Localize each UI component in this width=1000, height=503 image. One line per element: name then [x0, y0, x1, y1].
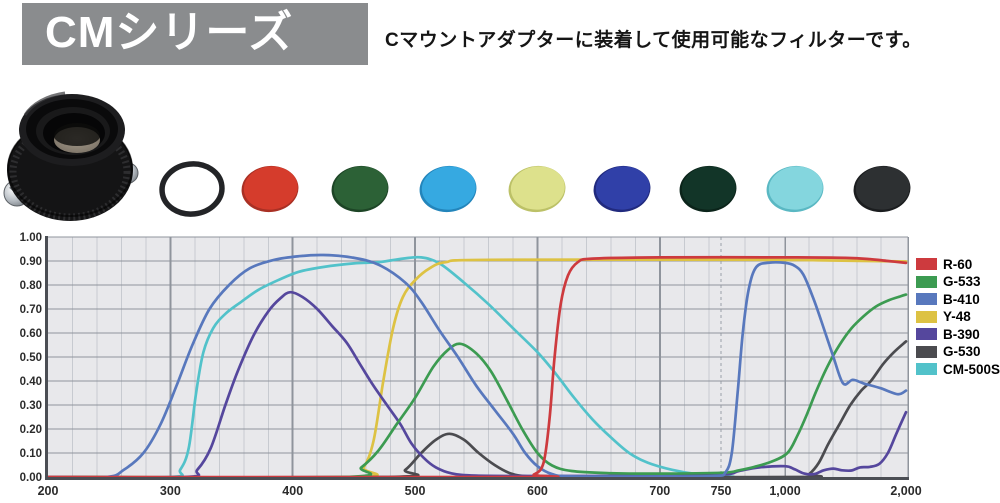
series-curve-R-60	[46, 255, 908, 479]
y-tick-label: 0.10	[20, 448, 42, 460]
series-curve-CM-500S	[46, 255, 736, 479]
legend-swatch-icon	[916, 328, 937, 341]
x-tick-label: 750	[711, 484, 732, 498]
y-tick-label: 0.20	[20, 424, 42, 436]
y-tick-label: 0.60	[20, 328, 42, 340]
filter-disc-blue-filter	[593, 165, 651, 213]
legend-label: G-533	[943, 274, 981, 289]
y-tick-label: 0.00	[20, 472, 42, 484]
legend-item-Y-48: Y-48	[916, 309, 1000, 324]
y-tick-label: 0.90	[20, 256, 42, 268]
series-curves	[46, 253, 908, 479]
legend-swatch-icon	[916, 363, 937, 376]
legend-swatch-icon	[916, 258, 937, 271]
legend-label: G-530	[943, 344, 981, 359]
legend-item-B-390: B-390	[916, 326, 1000, 342]
filter-disc-pale-yellow-filter	[508, 165, 566, 213]
title-bar: CMシリーズ	[22, 3, 368, 65]
legend-swatch-icon	[916, 293, 937, 306]
legend-label: R-60	[943, 256, 973, 272]
filter-disc-empty-ring	[159, 161, 225, 217]
filter-disc-dark-green-filter	[331, 165, 389, 213]
filter-disc-deep-green-filter	[679, 165, 737, 213]
series-curve-B-410	[46, 253, 908, 479]
legend-swatch-icon	[916, 345, 937, 358]
legend-label: Y-48	[943, 309, 971, 324]
filter-disc-light-cyan-filter	[766, 165, 824, 213]
cmount-adapter-photo	[3, 91, 139, 221]
page-title: CMシリーズ	[45, 8, 294, 57]
x-tick-label: 700	[649, 484, 670, 498]
x-tick-label: 500	[405, 484, 426, 498]
y-tick-label: 0.50	[20, 352, 42, 364]
legend-swatch-icon	[916, 310, 937, 323]
legend-swatch-icon	[916, 275, 937, 288]
x-tick-label: 2,000	[890, 484, 921, 498]
series-curve-B-390	[46, 290, 908, 479]
legend-label: B-410	[943, 291, 980, 307]
y-tick-label: 0.30	[20, 400, 42, 412]
y-tick-label: 0.40	[20, 376, 42, 388]
y-tick-label: 0.80	[20, 280, 42, 292]
legend-label: CM-500S	[943, 361, 1000, 377]
x-tick-label: 400	[282, 484, 303, 498]
filter-discs-row	[159, 161, 911, 217]
y-tick-label: 0.70	[20, 304, 42, 316]
filter-disc-dark-gray-filter	[853, 165, 911, 213]
y-tick-label: 1.00	[20, 232, 42, 244]
legend-label: B-390	[943, 326, 980, 342]
x-tick-label: 600	[527, 484, 548, 498]
transmittance-chart: 0.00 0.10 0.20 0.30 0.40 0.50 0.60 0.70 0.80 0.90…	[20, 232, 922, 498]
axis-tick-labels: 0.00 0.10 0.20 0.30 0.40 0.50 0.60 0.70 0.80 0.90…	[20, 232, 922, 498]
legend-item-G-530: G-530	[916, 344, 1000, 359]
filter-disc-red-filter	[241, 165, 299, 213]
x-tick-label: 1,000	[769, 484, 800, 498]
chart-legend: R-60 G-533 B-410 Y-48 B-390 G-530 CM-500S	[916, 256, 1000, 381]
page-subtitle: Cマウントアダプターに装着して使用可能なフィルターです。	[385, 30, 922, 51]
legend-item-R-60: R-60	[916, 256, 1000, 272]
legend-item-G-533: G-533	[916, 274, 1000, 289]
x-tick-label: 200	[38, 484, 59, 498]
x-tick-label: 300	[160, 484, 181, 498]
filter-disc-sky-blue-filter	[419, 165, 477, 213]
series-curve-G-533	[46, 293, 908, 479]
legend-item-CM-500S: CM-500S	[916, 361, 1000, 377]
legend-item-B-410: B-410	[916, 291, 1000, 307]
